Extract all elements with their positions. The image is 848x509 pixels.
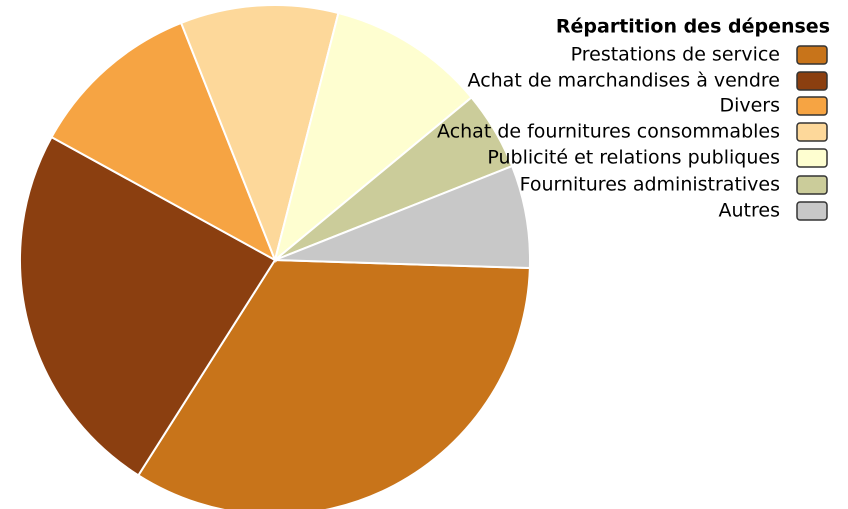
legend-label: Publicité et relations publiques <box>487 147 780 169</box>
pie-slice <box>50 21 277 263</box>
legend-label: Achat de fournitures consommables <box>437 121 780 143</box>
legend-label: Achat de marchandises à vendre <box>468 70 780 92</box>
legend-title: Répartition des dépenses <box>556 16 830 38</box>
pie-slice <box>274 164 531 270</box>
legend-swatch <box>796 122 828 142</box>
legend-label: Divers <box>719 95 780 117</box>
legend-swatch <box>796 175 828 195</box>
legend-swatch <box>796 201 828 221</box>
pie <box>19 4 531 509</box>
pie-slice <box>273 11 473 263</box>
legend-label: Prestations de service <box>571 44 780 66</box>
pie-slice <box>19 135 277 477</box>
legend: Prestations de service Achat de marchandi… <box>437 44 828 222</box>
legend-swatch <box>796 45 828 65</box>
legend-swatch <box>796 96 828 116</box>
pie-slice <box>179 4 340 264</box>
legend-label: Fournitures administratives <box>520 174 780 196</box>
legend-swatch <box>796 71 828 91</box>
legend-swatch <box>796 148 828 168</box>
legend-label: Autres <box>719 200 780 222</box>
